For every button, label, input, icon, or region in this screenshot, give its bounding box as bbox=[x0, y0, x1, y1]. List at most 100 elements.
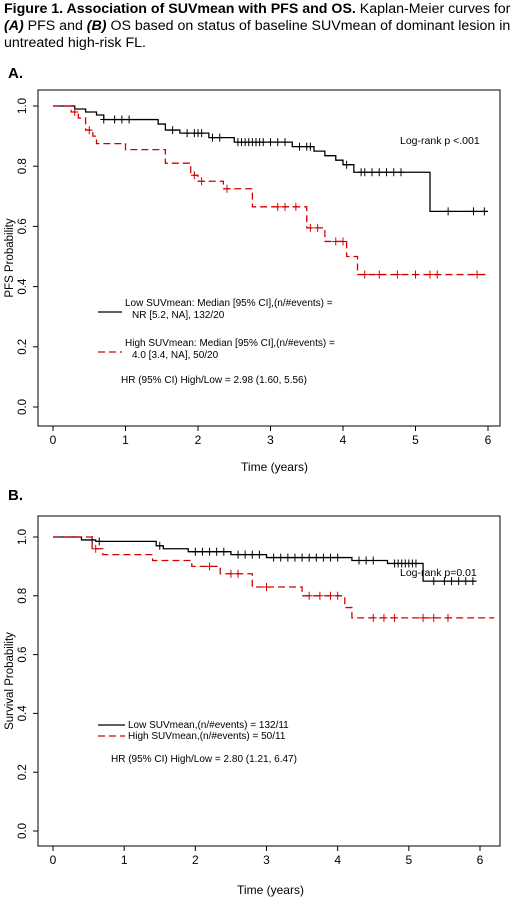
high-censor-mark bbox=[316, 591, 324, 600]
low-censor-mark bbox=[125, 115, 133, 124]
high-censor-mark bbox=[380, 613, 388, 622]
high-censor-mark bbox=[444, 613, 452, 622]
high-censor-mark bbox=[419, 613, 427, 622]
y-tick-label: 0.0 bbox=[17, 823, 29, 839]
y-tick-label: 0.6 bbox=[17, 647, 29, 663]
high-censor-mark bbox=[314, 223, 322, 232]
caption-text-2: PFS and bbox=[23, 18, 87, 34]
x-axis-label: Time (years) bbox=[237, 883, 304, 897]
panel-b-label: B. bbox=[8, 487, 23, 504]
low-censor-mark bbox=[255, 550, 263, 559]
legend-high-label-2: 4.0 [3.4, NA], 50/20 bbox=[132, 350, 219, 361]
high-censor-mark bbox=[369, 613, 377, 622]
x-tick-label: 4 bbox=[340, 433, 347, 447]
low-censor-mark bbox=[397, 168, 405, 177]
high-censor-mark bbox=[375, 270, 383, 279]
figure-caption: Figure 1. Association of SUVmean with PF… bbox=[4, 1, 518, 52]
caption-label-a: (A) bbox=[4, 18, 24, 34]
low-censor-mark bbox=[305, 553, 313, 562]
low-censor-mark bbox=[220, 547, 228, 556]
hazard-ratio-text: HR (95% CI) High/Low = 2.80 (1.21, 6.47) bbox=[111, 754, 297, 765]
low-censor-mark bbox=[327, 553, 335, 562]
low-censor-mark bbox=[440, 577, 448, 586]
high-censor-mark bbox=[206, 562, 214, 571]
y-axis-label: Survival Probability bbox=[4, 632, 16, 730]
y-tick-label: 0.4 bbox=[17, 278, 29, 295]
low-censor-mark bbox=[198, 547, 206, 556]
low-suvmean-curve bbox=[53, 105, 488, 212]
low-censor-mark bbox=[95, 537, 103, 546]
y-tick-label: 1.0 bbox=[17, 529, 29, 545]
log-rank-annotation: Log-rank p=0.01 bbox=[400, 567, 477, 579]
high-censor-mark bbox=[391, 613, 399, 622]
low-censor-mark bbox=[198, 129, 206, 138]
high-suvmean-curve bbox=[53, 105, 488, 276]
high-censor-mark bbox=[263, 582, 270, 591]
y-tick-label: 0.4 bbox=[17, 705, 29, 722]
high-censor-mark bbox=[361, 270, 369, 279]
high-censor-mark bbox=[430, 613, 438, 622]
low-censor-mark bbox=[355, 556, 363, 565]
high-censor-mark bbox=[334, 591, 342, 600]
x-tick-label: 2 bbox=[195, 433, 202, 447]
low-censor-mark bbox=[206, 547, 214, 556]
low-censor-mark bbox=[319, 553, 327, 562]
y-tick-label: 0.2 bbox=[17, 764, 29, 780]
low-censor-mark bbox=[369, 556, 377, 565]
caption-title: Figure 1. Association of SUVmean with PF… bbox=[4, 1, 356, 17]
x-axis-label: Time (years) bbox=[241, 460, 308, 474]
low-censor-mark bbox=[259, 138, 267, 147]
low-censor-mark bbox=[312, 553, 320, 562]
high-censor-mark bbox=[426, 270, 434, 279]
x-tick-label: 1 bbox=[121, 853, 128, 867]
high-censor-mark bbox=[306, 223, 314, 232]
low-censor-mark bbox=[480, 207, 488, 216]
low-censor-mark bbox=[191, 547, 199, 556]
low-censor-mark bbox=[234, 550, 242, 559]
low-censor-mark bbox=[281, 138, 289, 147]
high-censor-mark bbox=[71, 108, 79, 117]
y-tick-label: 0.8 bbox=[17, 158, 29, 174]
log-rank-annotation: Log-rank p <.001 bbox=[400, 135, 480, 147]
low-censor-mark bbox=[469, 577, 477, 586]
caption-text-1: Kaplan-Meier curves for bbox=[355, 1, 511, 17]
high-censor-mark bbox=[190, 171, 198, 180]
x-tick-label: 6 bbox=[477, 853, 484, 867]
high-censor-mark bbox=[227, 569, 235, 578]
low-censor-mark bbox=[390, 168, 398, 177]
y-tick-label: 1.0 bbox=[17, 98, 29, 114]
low-censor-mark bbox=[156, 541, 164, 550]
high-censor-mark bbox=[393, 270, 401, 279]
x-tick-label: 0 bbox=[50, 853, 57, 867]
high-suvmean-curve bbox=[53, 536, 495, 619]
low-censor-mark bbox=[267, 138, 274, 147]
low-censor-mark bbox=[118, 115, 126, 124]
high-censor-mark bbox=[332, 237, 340, 246]
legend-high-label: High SUVmean,(n/#events) = 50/11 bbox=[128, 731, 286, 742]
caption-label-b: (B) bbox=[86, 18, 107, 34]
low-censor-mark bbox=[248, 550, 256, 559]
high-censor-mark bbox=[92, 544, 100, 553]
plot-frame bbox=[37, 89, 501, 427]
high-censor-mark bbox=[412, 270, 419, 279]
low-censor-mark bbox=[343, 160, 351, 169]
low-censor-mark bbox=[383, 168, 390, 177]
high-censor-mark bbox=[305, 591, 313, 600]
low-censor-mark bbox=[375, 168, 383, 177]
low-censor-mark bbox=[274, 138, 282, 147]
low-censor-mark bbox=[213, 547, 221, 556]
low-censor-mark bbox=[241, 550, 249, 559]
high-censor-mark bbox=[234, 569, 242, 578]
low-censor-mark bbox=[368, 168, 376, 177]
x-tick-label: 5 bbox=[405, 853, 412, 867]
x-tick-label: 6 bbox=[485, 433, 492, 447]
high-censor-mark bbox=[281, 202, 289, 211]
low-censor-mark bbox=[334, 553, 342, 562]
legend-low-label: Low SUVmean,(n/#events) = 132/11 bbox=[128, 720, 289, 731]
high-censor-mark bbox=[223, 184, 231, 193]
low-censor-mark bbox=[470, 207, 477, 216]
low-censor-mark bbox=[412, 559, 420, 568]
legend-low-label-2: NR [5.2, NA], 132/20 bbox=[132, 310, 225, 321]
x-tick-label: 0 bbox=[50, 433, 57, 447]
